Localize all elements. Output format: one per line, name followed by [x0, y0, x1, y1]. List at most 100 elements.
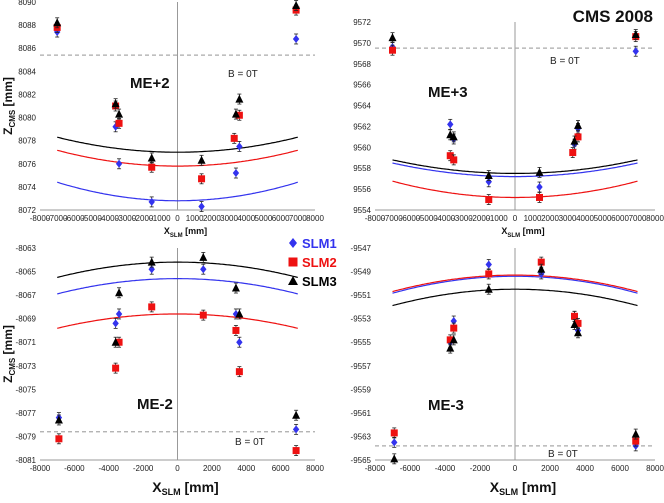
- data-point-slm1: [292, 34, 300, 43]
- x-tick-label: 2000: [541, 464, 559, 473]
- data-point-slm3: [449, 335, 458, 344]
- fit-curve-slm1: [392, 275, 638, 294]
- data-point-slm3: [231, 283, 240, 292]
- y-axis-label: ZCMS [mm]: [1, 325, 17, 383]
- data-point-slm1: [236, 338, 243, 347]
- data-point-slm3: [115, 109, 124, 118]
- data-point-slm3: [147, 153, 156, 162]
- x-tick-label: 2000: [541, 214, 559, 223]
- data-point-slm2: [571, 312, 578, 320]
- x-tick-label: -1000: [487, 214, 508, 223]
- x-tick-label: -2000: [470, 214, 491, 223]
- data-point-slm3: [235, 94, 244, 103]
- data-point-slm3: [449, 132, 458, 141]
- x-tick-label: -4000: [435, 464, 456, 473]
- data-point-slm2: [115, 119, 123, 127]
- data-point-slm1: [232, 169, 240, 178]
- panel-title: ME+3: [428, 84, 468, 101]
- data-point-slm3: [235, 309, 244, 318]
- x-tick-label: -7000: [47, 214, 68, 223]
- x-tick-label: 8000: [306, 214, 324, 223]
- x-tick-label: 4000: [237, 464, 255, 473]
- x-tick-label: -2000: [133, 464, 154, 473]
- x-tick-label: -6000: [400, 214, 421, 223]
- data-point-slm2: [390, 429, 398, 437]
- y-tick-label: -8075: [16, 385, 37, 394]
- x-tick-label: -8000: [30, 214, 51, 223]
- x-tick-label: -8000: [30, 464, 51, 473]
- data-point-slm1: [292, 425, 300, 434]
- x-tick-label: 7000: [629, 214, 647, 223]
- y-tick-label: 8072: [18, 206, 36, 215]
- fit-curve-slm2: [392, 274, 638, 293]
- panel-meminus2: B = 0T -8000 -6000 -4000 -2000 0 2000 4000 6000 8…: [1, 244, 324, 497]
- y-tick-label: -9549: [351, 268, 372, 277]
- y-tick-label: 8090: [18, 0, 36, 7]
- data-point-slm2: [148, 303, 156, 311]
- y-tick-label: 8076: [18, 160, 36, 169]
- y-tick-label: -9565: [351, 456, 372, 465]
- x-tick-label: -2000: [470, 464, 491, 473]
- legend: SLM1 SLM2 SLM3: [288, 236, 337, 289]
- x-tick-label: 5000: [255, 214, 273, 223]
- y-tick-label: 9564: [353, 102, 371, 111]
- data-point-slm3: [388, 33, 397, 42]
- y-tick-label: 8088: [18, 21, 36, 30]
- data-point-slm3: [292, 0, 301, 9]
- x-tick-label: 3000: [220, 214, 238, 223]
- data-point-slm3: [631, 429, 640, 438]
- data-point-slm3: [111, 99, 120, 108]
- y-tick-label: -8067: [16, 291, 37, 300]
- x-tick-label: -6000: [64, 214, 85, 223]
- fit-curve-slm3: [57, 136, 298, 153]
- fit-curve-slm3: [57, 261, 298, 278]
- data-point-slm2: [446, 336, 454, 344]
- y-tick-label: -9547: [351, 244, 372, 253]
- baseline-b0t-label: B = 0T: [235, 437, 265, 448]
- y-tick-label: 9568: [353, 60, 371, 69]
- x-tick-label: -4000: [99, 464, 120, 473]
- x-tick-label: -4000: [99, 214, 120, 223]
- legend-marker-slm1: [289, 238, 297, 248]
- data-point-slm3: [115, 288, 124, 297]
- data-point-slm1: [536, 183, 543, 192]
- data-point-slm3: [574, 328, 582, 337]
- y-tick-label: -8073: [16, 362, 37, 371]
- legend-marker-slm2: [288, 257, 298, 267]
- data-point-slm3: [484, 284, 493, 293]
- figure-header: CMS 2008: [573, 7, 653, 26]
- data-point-slm2: [569, 149, 577, 157]
- y-tick-label: 9566: [353, 81, 371, 90]
- y-tick-label: -9561: [351, 409, 372, 418]
- panel-meminus3: B = 0T -8000 -6000 -4000 -2000 0 2000 4000 6000 8…: [351, 244, 664, 497]
- y-tick-label: -8081: [16, 456, 37, 465]
- data-point-slm1: [115, 159, 123, 168]
- x-tick-label: 6000: [611, 214, 629, 223]
- fit-curve-slm1: [57, 181, 298, 202]
- y-tick-label: -9563: [351, 432, 372, 441]
- panel-title: ME+2: [130, 75, 170, 92]
- x-tick-label: -5000: [417, 214, 438, 223]
- x-tick-label: -8000: [365, 214, 386, 223]
- x-tick-label: -6000: [64, 464, 85, 473]
- data-point-slm2: [536, 193, 543, 201]
- x-tick-label: -7000: [382, 214, 403, 223]
- y-tick-label: -8077: [16, 409, 37, 418]
- y-tick-label: 9570: [353, 39, 371, 48]
- data-point-slm1: [236, 142, 243, 151]
- data-point-slm2: [230, 134, 238, 142]
- y-tick-label: 8084: [18, 67, 36, 76]
- data-point-slm2: [198, 175, 206, 183]
- fit-curve-slm2: [57, 313, 298, 329]
- x-tick-label: 0: [175, 214, 180, 223]
- x-tick-label: 6000: [611, 464, 629, 473]
- data-point-slm3: [390, 454, 399, 463]
- y-tick-label: 8074: [18, 183, 36, 192]
- x-tick-label: 7000: [289, 214, 307, 223]
- panel-title: ME-2: [137, 396, 173, 413]
- fit-curve-slm3: [392, 288, 638, 307]
- x-tick-label: 4000: [237, 214, 255, 223]
- data-point-slm3: [111, 337, 120, 346]
- data-point-slm2: [485, 196, 493, 204]
- data-point-slm1: [148, 197, 155, 206]
